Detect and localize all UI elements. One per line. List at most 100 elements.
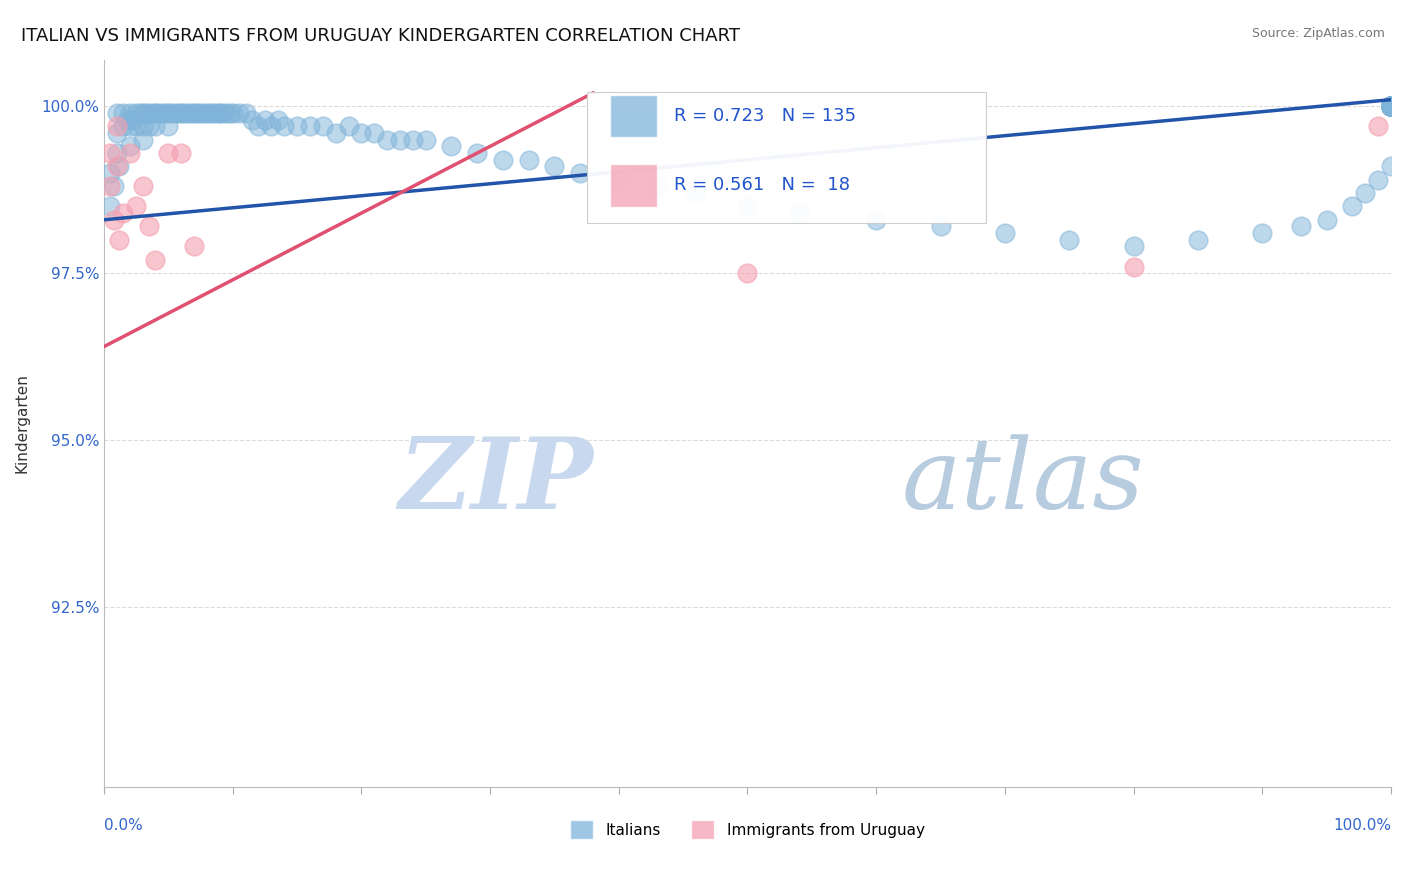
- Y-axis label: Kindergarten: Kindergarten: [15, 374, 30, 474]
- Point: [183, 239, 205, 253]
- Point: [134, 106, 156, 120]
- Point: [1379, 99, 1402, 113]
- Point: [100, 199, 122, 213]
- Point: [1379, 99, 1402, 113]
- Point: [118, 120, 141, 134]
- Point: [228, 106, 250, 120]
- Point: [260, 120, 283, 134]
- Point: [202, 106, 225, 120]
- Point: [1251, 226, 1274, 240]
- Point: [492, 153, 515, 167]
- Point: [865, 212, 887, 227]
- Point: [112, 120, 135, 134]
- Point: [221, 106, 243, 120]
- Point: [1122, 260, 1144, 274]
- Point: [145, 120, 167, 134]
- Point: [1379, 99, 1402, 113]
- Point: [388, 133, 411, 147]
- Text: 0.0%: 0.0%: [104, 818, 143, 833]
- Point: [129, 106, 152, 120]
- Point: [1379, 99, 1402, 113]
- Point: [131, 133, 153, 147]
- Point: [375, 133, 398, 147]
- Point: [1379, 99, 1402, 113]
- Point: [118, 106, 141, 120]
- Point: [150, 106, 173, 120]
- Point: [105, 120, 128, 134]
- Point: [415, 133, 437, 147]
- Point: [145, 106, 167, 120]
- Point: [1367, 173, 1389, 187]
- Point: [1379, 99, 1402, 113]
- Point: [685, 186, 707, 200]
- Point: [190, 106, 212, 120]
- Point: [121, 112, 143, 127]
- Point: [1379, 99, 1402, 113]
- Point: [647, 179, 669, 194]
- Point: [100, 179, 122, 194]
- FancyBboxPatch shape: [586, 93, 986, 223]
- FancyBboxPatch shape: [610, 163, 658, 207]
- Point: [787, 206, 810, 220]
- Point: [103, 179, 125, 194]
- Point: [176, 106, 198, 120]
- Point: [100, 166, 122, 180]
- Point: [1379, 99, 1402, 113]
- Point: [145, 252, 167, 267]
- Point: [1379, 99, 1402, 113]
- Point: [1379, 99, 1402, 113]
- Point: [105, 160, 128, 174]
- Point: [173, 106, 195, 120]
- Point: [1379, 99, 1402, 113]
- Point: [211, 106, 233, 120]
- Point: [125, 106, 148, 120]
- Point: [1379, 99, 1402, 113]
- Point: [1354, 186, 1376, 200]
- Point: [1379, 99, 1402, 113]
- Point: [108, 160, 131, 174]
- Point: [1367, 120, 1389, 134]
- Point: [125, 199, 148, 213]
- Point: [193, 106, 215, 120]
- Point: [247, 120, 270, 134]
- Legend: Italians, Immigrants from Uruguay: Italians, Immigrants from Uruguay: [564, 814, 931, 845]
- Point: [569, 166, 592, 180]
- Point: [131, 179, 153, 194]
- Point: [994, 226, 1017, 240]
- Point: [138, 120, 160, 134]
- Point: [167, 106, 190, 120]
- Point: [1379, 99, 1402, 113]
- Point: [465, 146, 488, 161]
- Point: [1379, 99, 1402, 113]
- Point: [1379, 99, 1402, 113]
- Point: [186, 106, 208, 120]
- Point: [325, 126, 347, 140]
- Point: [1379, 160, 1402, 174]
- Point: [240, 112, 263, 127]
- Text: ITALIAN VS IMMIGRANTS FROM URUGUAY KINDERGARTEN CORRELATION CHART: ITALIAN VS IMMIGRANTS FROM URUGUAY KINDE…: [21, 27, 740, 45]
- Point: [163, 106, 186, 120]
- Point: [929, 219, 952, 234]
- Point: [157, 146, 180, 161]
- Point: [157, 106, 180, 120]
- Text: 100.0%: 100.0%: [1333, 818, 1391, 833]
- Point: [337, 120, 360, 134]
- Point: [215, 106, 238, 120]
- Point: [112, 206, 135, 220]
- Point: [1379, 99, 1402, 113]
- Text: R = 0.723   N = 135: R = 0.723 N = 135: [673, 107, 856, 125]
- Point: [155, 106, 177, 120]
- Point: [180, 106, 202, 120]
- Point: [267, 112, 290, 127]
- Point: [1379, 99, 1402, 113]
- Point: [115, 112, 138, 127]
- Point: [108, 233, 131, 247]
- Point: [543, 160, 565, 174]
- Point: [235, 106, 257, 120]
- Point: [125, 120, 148, 134]
- Point: [198, 106, 221, 120]
- Point: [118, 146, 141, 161]
- Point: [440, 139, 463, 153]
- Point: [1187, 233, 1209, 247]
- Point: [737, 199, 759, 213]
